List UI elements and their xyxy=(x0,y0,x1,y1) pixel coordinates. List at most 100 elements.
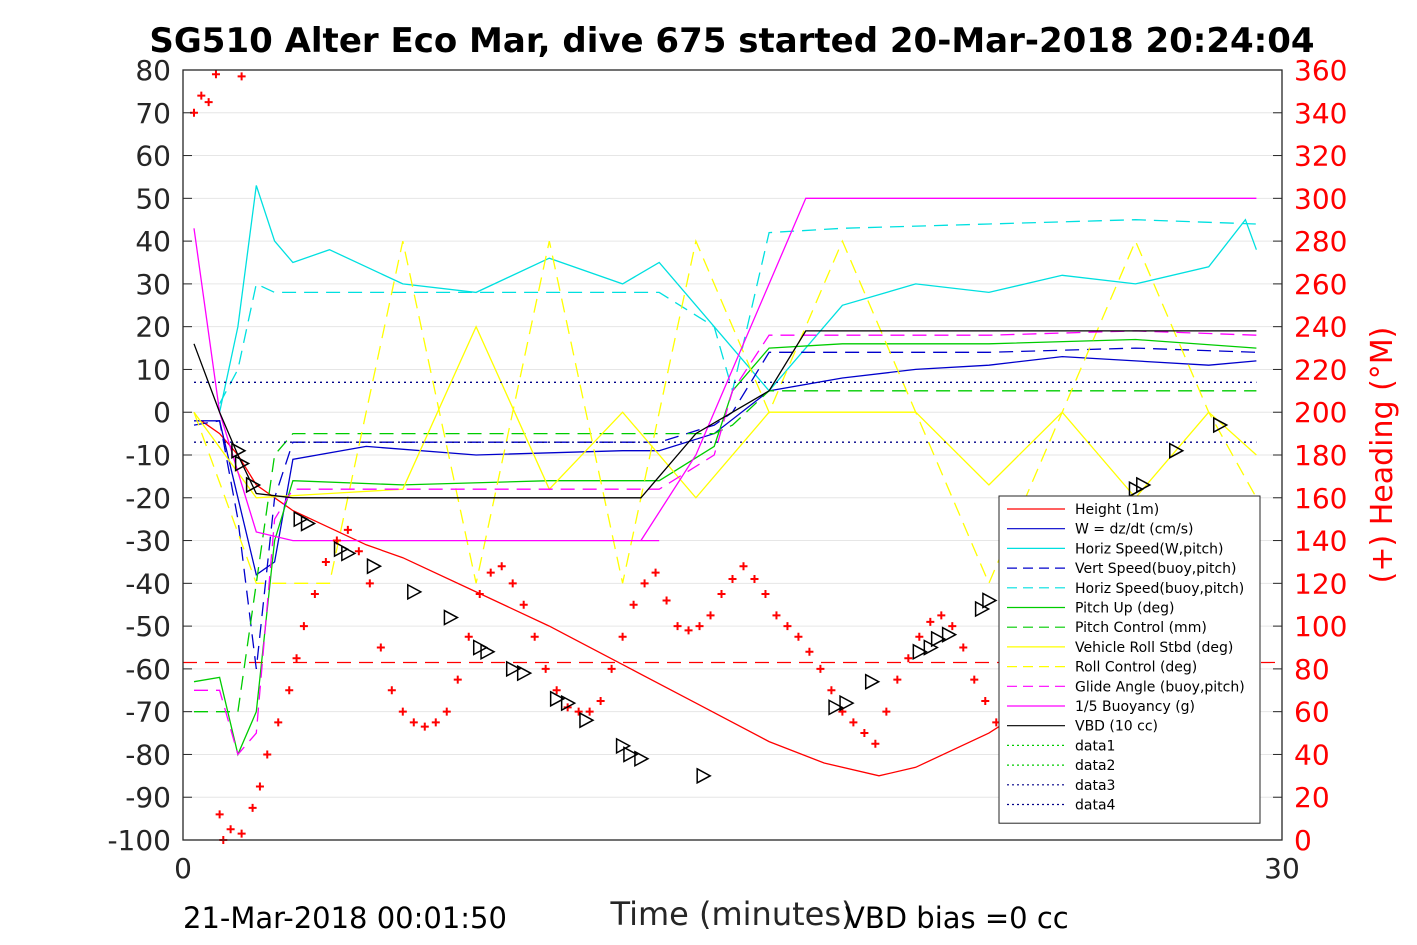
legend-entry: Vehicle Roll Stbd (deg) xyxy=(1075,640,1233,656)
left-tick-label: -70 xyxy=(125,696,171,729)
heading-point xyxy=(497,562,506,571)
heading-point xyxy=(387,686,396,695)
series-line xyxy=(219,219,1257,405)
triangle-marker xyxy=(366,557,383,575)
series-line xyxy=(193,347,1257,669)
triangle-marker xyxy=(293,510,309,528)
right-tick-label: 60 xyxy=(1294,696,1330,729)
triangle-marker xyxy=(333,540,350,558)
triangle-marker xyxy=(634,750,650,767)
heading-point xyxy=(849,718,858,727)
heading-point xyxy=(893,675,902,684)
triangle-marker xyxy=(1169,442,1185,459)
triangle-marker xyxy=(234,455,251,472)
left-tick-label: 80 xyxy=(135,54,171,87)
left-tick-label: 40 xyxy=(135,225,171,258)
triangle-marker xyxy=(407,583,423,601)
heading-point xyxy=(805,647,814,656)
series-line xyxy=(193,238,1257,585)
footer-vbd-bias: VBD bias =0 cc xyxy=(845,901,1069,935)
x-tick-label: 0 xyxy=(174,852,192,885)
triangle-marker xyxy=(560,694,577,712)
legend-entry: Horiz Speed(W,pitch) xyxy=(1075,541,1223,557)
heading-point xyxy=(354,547,363,556)
left-tick-label: 10 xyxy=(135,353,171,386)
heading-point xyxy=(215,810,224,819)
axes: 80706050403020100-10-20-30-40-50-60-70-8… xyxy=(107,54,1347,885)
triangle-marker xyxy=(245,476,262,494)
heading-point xyxy=(431,718,440,727)
heading-point xyxy=(237,72,246,81)
legend-entry: data3 xyxy=(1075,778,1115,794)
plot-area xyxy=(183,70,1282,844)
heading-point xyxy=(285,686,294,695)
right-tick-label: 180 xyxy=(1294,439,1347,472)
heading-point xyxy=(464,632,473,641)
heading-point xyxy=(508,579,517,588)
heading-point xyxy=(948,622,957,631)
heading-point xyxy=(607,664,616,673)
right-tick-label: 240 xyxy=(1294,311,1347,344)
triangle-marker xyxy=(941,626,958,643)
right-tick-label: 260 xyxy=(1294,268,1347,301)
heading-point xyxy=(237,829,246,838)
heading-point xyxy=(226,825,235,834)
series-line xyxy=(194,390,1257,713)
heading-point xyxy=(706,611,715,620)
right-tick-label: 0 xyxy=(1294,824,1312,857)
heading-point xyxy=(783,622,792,631)
series-line xyxy=(193,330,1257,499)
right-tick-label: 160 xyxy=(1294,482,1347,515)
left-tick-label: -10 xyxy=(125,439,171,472)
left-tick-label: -50 xyxy=(125,610,171,643)
legend: Height (1m) W = dz/dt (cm/s) Horiz Speed(W… xyxy=(998,495,1261,824)
triangle-marker xyxy=(1212,416,1229,434)
left-tick-label: -40 xyxy=(125,567,171,600)
heading-point xyxy=(684,626,693,635)
series-line xyxy=(193,325,1257,499)
heading-point xyxy=(263,750,272,759)
triangle-marker xyxy=(341,545,357,562)
right-tick-label: 300 xyxy=(1294,182,1347,215)
legend-entry: W = dz/dt (cm/s) xyxy=(1075,522,1194,538)
heading-point xyxy=(420,722,429,731)
legend-entry: VBD (10 cc) xyxy=(1075,719,1158,735)
right-tick-label: 360 xyxy=(1294,54,1347,87)
heading-point xyxy=(629,600,638,609)
x-tick-label: 30 xyxy=(1264,852,1300,885)
heading-point xyxy=(376,643,385,652)
heading-point xyxy=(904,654,913,663)
series-line xyxy=(218,185,1258,413)
left-tick-label: -30 xyxy=(125,525,171,558)
heading-point xyxy=(343,525,352,534)
legend-entry: Vert Speed(buoy,pitch) xyxy=(1075,561,1237,577)
left-tick-label: -100 xyxy=(107,824,171,857)
triangle-marker xyxy=(1136,476,1152,494)
heading-point xyxy=(662,596,671,605)
legend-box xyxy=(998,495,1261,824)
legend-entry: Glide Angle (buoy,pitch) xyxy=(1075,679,1245,695)
heading-point xyxy=(816,664,825,673)
triangle-marker xyxy=(300,515,317,532)
heading-point xyxy=(255,782,264,791)
heading-point xyxy=(959,643,968,652)
triangle-marker xyxy=(828,699,844,716)
series-line xyxy=(193,338,1257,757)
right-axis-label: (+) Heading (°M) xyxy=(1365,327,1400,584)
series-line xyxy=(194,330,1257,756)
heading-point xyxy=(761,590,770,599)
left-tick-label: -60 xyxy=(125,653,171,686)
heading-point xyxy=(695,622,704,631)
series-line xyxy=(194,355,1257,576)
triangle-marker xyxy=(923,639,939,656)
triangle-marker xyxy=(480,643,496,661)
heading-point xyxy=(739,562,748,571)
triangle-marker xyxy=(930,630,947,648)
right-tick-label: 220 xyxy=(1294,353,1347,386)
triangle-marker xyxy=(974,600,991,618)
legend-entry: Pitch Control (mm) xyxy=(1075,620,1207,636)
heading-point xyxy=(970,675,979,684)
legend-entry: Roll Control (deg) xyxy=(1075,660,1197,676)
left-tick-label: 50 xyxy=(135,182,171,215)
heading-point xyxy=(640,579,649,588)
